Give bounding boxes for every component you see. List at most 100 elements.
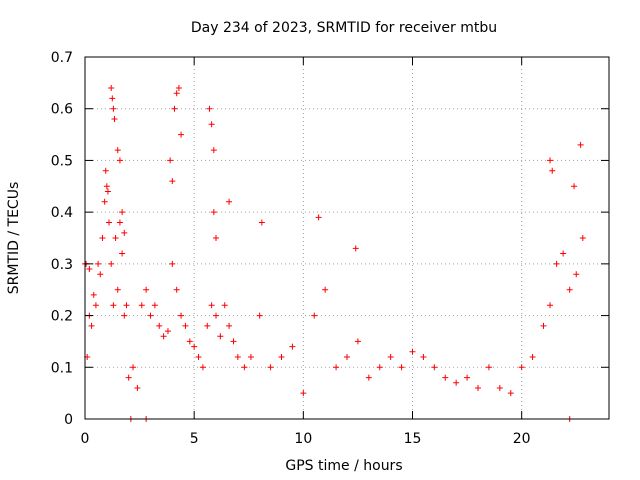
- data-point: [119, 250, 126, 257]
- data-point: [167, 157, 174, 164]
- data-point: [409, 348, 416, 355]
- data-point: [234, 353, 241, 360]
- x-axis-label: GPS time / hours: [285, 458, 402, 474]
- x-tick-label: 5: [190, 431, 199, 447]
- data-point: [496, 384, 503, 391]
- data-point: [110, 105, 117, 112]
- data-point: [103, 183, 110, 190]
- data-point: [99, 235, 106, 241]
- data-point: [195, 353, 202, 360]
- data-point: [147, 312, 154, 319]
- data-point: [217, 333, 224, 340]
- data-point: [102, 167, 109, 174]
- data-point: [123, 302, 130, 309]
- data-point: [156, 322, 163, 329]
- data-point: [182, 322, 189, 329]
- y-tick-label: 0.6: [51, 102, 73, 118]
- data-point: [119, 209, 126, 216]
- data-point: [130, 364, 137, 371]
- data-point: [169, 178, 176, 185]
- data-points: [82, 85, 586, 422]
- data-point: [566, 286, 573, 293]
- y-tick-label: 0.7: [51, 50, 73, 66]
- data-point: [114, 286, 121, 293]
- data-point: [169, 260, 176, 267]
- data-point: [549, 167, 556, 174]
- data-point: [114, 147, 121, 154]
- data-point: [95, 260, 102, 267]
- data-point: [104, 188, 111, 195]
- data-point: [344, 353, 350, 360]
- data-point: [109, 95, 116, 102]
- data-point: [256, 312, 263, 319]
- data-point: [121, 312, 128, 319]
- data-point: [464, 374, 471, 381]
- data-point: [151, 302, 158, 309]
- data-point: [420, 353, 427, 360]
- data-point: [138, 302, 145, 309]
- x-tick-label: 15: [404, 431, 422, 447]
- data-point: [171, 105, 178, 112]
- data-point: [106, 219, 113, 226]
- data-point: [213, 235, 219, 241]
- data-point: [88, 322, 95, 329]
- plot-frame: [84, 56, 610, 420]
- data-point: [540, 322, 547, 329]
- data-point: [267, 364, 274, 371]
- data-point: [230, 338, 237, 345]
- data-point: [333, 364, 340, 371]
- data-point: [116, 157, 123, 164]
- data-point: [322, 286, 329, 293]
- data-point: [173, 90, 180, 97]
- data-point: [186, 338, 193, 345]
- data-point: [208, 302, 215, 309]
- data-point: [116, 219, 123, 226]
- y-tick-label: 0.1: [51, 360, 73, 376]
- data-point: [213, 312, 219, 319]
- chart-title: Day 234 of 2023, SRMTID for receiver mtb…: [191, 20, 497, 36]
- data-point: [112, 235, 119, 241]
- data-point: [221, 302, 228, 309]
- y-tick-label: 0.2: [51, 309, 73, 325]
- data-point: [442, 374, 449, 381]
- data-point: [547, 302, 554, 309]
- data-point: [547, 157, 554, 164]
- data-point: [431, 364, 438, 371]
- data-point: [173, 286, 180, 293]
- data-point: [278, 353, 285, 360]
- data-point: [573, 271, 580, 278]
- data-point: [354, 338, 361, 345]
- data-point: [507, 390, 514, 397]
- data-point: [208, 121, 215, 128]
- data-point: [191, 343, 198, 350]
- x-tick-label: 20: [513, 431, 531, 447]
- data-point: [204, 322, 211, 329]
- data-point: [97, 271, 104, 278]
- data-point: [352, 245, 359, 252]
- data-point: [210, 209, 217, 216]
- data-point: [398, 364, 405, 371]
- y-tick-label: 0.3: [51, 257, 73, 273]
- data-point: [108, 260, 115, 267]
- data-point: [206, 105, 213, 112]
- data-point: [258, 219, 265, 226]
- data-point: [210, 147, 217, 154]
- data-point: [108, 85, 115, 92]
- data-point: [560, 250, 567, 257]
- data-point: [387, 353, 394, 360]
- data-point: [178, 312, 185, 319]
- data-point: [315, 214, 322, 221]
- data-point: [529, 353, 536, 360]
- data-point: [226, 322, 233, 329]
- axis-ticks: 0 0.1 0.2 0.3 0.4 0.5 0.6 0.7 0 5 10 15 20: [51, 50, 609, 447]
- data-point: [111, 116, 118, 123]
- data-point: [121, 229, 128, 236]
- data-point: [125, 374, 132, 381]
- data-point: [376, 364, 383, 371]
- data-point: [311, 312, 318, 319]
- y-axis-label: SRMTID / TECUs: [6, 182, 22, 295]
- data-point: [175, 85, 182, 92]
- data-point: [579, 235, 586, 241]
- data-point: [178, 131, 185, 138]
